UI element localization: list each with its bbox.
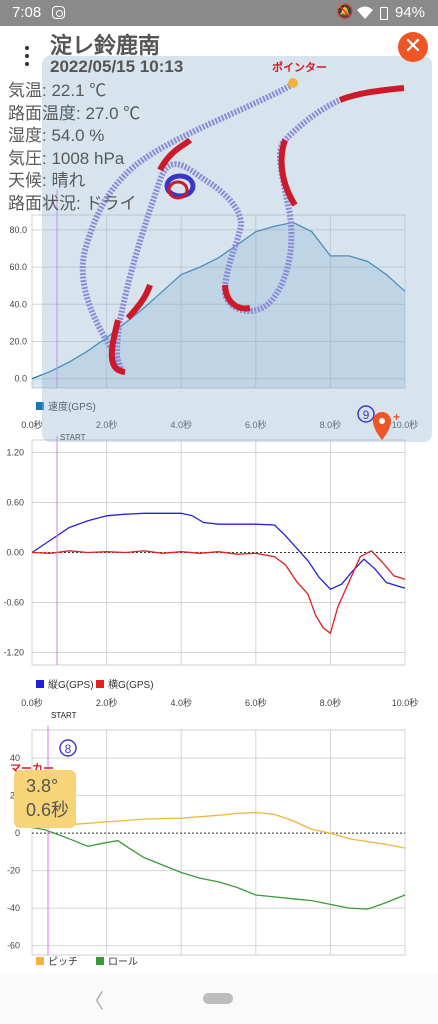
y-tick-label: -40 [7,903,20,913]
legend-swatch [36,957,44,965]
series-line [31,811,406,849]
back-icon[interactable]: 〈 [84,989,104,1013]
series-line [31,549,406,635]
status-time: 7:08 [12,4,42,21]
y-tick-label: -0.60 [3,598,24,608]
pointer-dot[interactable] [288,78,298,88]
add-plus-icon: + [393,410,400,424]
plot-frame [31,729,406,956]
y-tick-label: -60 [7,941,20,951]
track-path-red [222,284,251,312]
track-loop [164,173,196,199]
legend-swatch [36,402,44,410]
start-label: START [51,711,77,720]
x-tick-label: 6.0秒 [245,697,267,708]
track-path-red [125,283,153,320]
x-tick-label: 4.0秒 [170,697,192,708]
track-map-overlay[interactable] [42,56,432,442]
location-pin-icon[interactable] [373,412,391,440]
series-line [31,512,406,590]
mute-bell-icon: 🔕 [336,4,354,20]
road-condition: 路面状況: ドライ [8,193,137,213]
speed-chart: 0.0秒 2.0秒 4.0秒 6.0秒 8.0秒 10.0秒 0.0 20.0 40.0 60.0… [9,190,418,430]
x-tick-label: 4.0秒 [170,419,192,430]
air-temperature: 気温: 22.1 ℃ [8,81,107,100]
y-tick-label: 40 [10,753,20,763]
y-tick-label: 0.00 [6,548,24,558]
menu-button[interactable] [20,45,34,67]
y-tick-label: 0 [15,828,20,838]
track-path-red [108,319,126,375]
battery-percent: 94% [395,4,426,21]
x-tick-label: 0.0秒 [21,697,43,708]
track-path-blue [79,83,342,375]
series-line [31,221,406,380]
instagram-icon [52,6,65,19]
y-tick-label: 40.0 [9,299,27,309]
y-tick-label: 0.60 [6,498,24,508]
location-pin-dot [379,418,385,424]
start-label: START [60,433,86,442]
battery-icon [380,7,388,20]
legend-swatch [96,680,104,688]
y-tick-label: -20 [7,866,20,876]
y-tick-label: 60.0 [9,262,27,272]
y-tick-label: 0.0 [14,374,27,384]
series-line [31,826,406,910]
marker-time: 0.6秒 [26,800,70,820]
track-path-red [338,85,405,103]
marker-readout[interactable]: 3.8° 0.6秒 [14,770,76,828]
x-tick-label: 8.0秒 [320,697,342,708]
badge-8-icon [59,739,77,757]
pointer-label: ポインター [272,62,327,74]
track-loop-red [167,180,189,200]
x-tick-label: 6.0秒 [245,419,267,430]
track-path-red [157,137,193,172]
weather-info: 気温: 22.1 ℃ 路面温度: 27.0 ℃ 湿度: 54.0 % 気圧: 1… [8,80,140,215]
pressure: 気圧: 1008 hPa [8,148,125,168]
y-tick-label: -1.20 [3,648,24,658]
wifi-icon [357,6,373,19]
session-datetime: 2022/05/15 10:13 [50,57,184,76]
x-tick-label: 2.0秒 [96,697,118,708]
humidity: 湿度: 54.0 % [8,126,105,145]
legend-swatch [36,680,44,688]
y-tick-label: 20.0 [9,336,27,346]
badge-9: 9 [363,408,370,422]
y-tick-label: 80.0 [9,225,27,235]
g-force-chart: 0.0秒 2.0秒 4.0秒 6.0秒 8.0秒 10.0秒 1.20 0.60 0.00 -0.… [3,433,418,708]
legend-label: 速度(GPS) [48,400,96,413]
x-tick-label: 0.0秒 [21,419,43,430]
x-tick-label: 10.0秒 [392,697,419,708]
status-bar: 7:08 🔕 94% [0,0,438,26]
legend-label: 横G(GPS) [108,678,154,691]
track-map: 9 + [79,78,405,440]
x-tick-label: 2.0秒 [96,419,118,430]
navigation-bar: 〈 [0,975,438,1024]
weather-condition: 天候: 晴れ [8,171,86,190]
charts-canvas: 0.0秒 2.0秒 4.0秒 6.0秒 8.0秒 10.0秒 0.0 20.0 40.0 60.0… [3,190,418,968]
x-tick-label: 10.0秒 [392,419,419,430]
marker-angle: 3.8° [26,776,59,796]
x-tick-label: 8.0秒 [320,419,342,430]
road-temperature: 路面温度: 27.0 ℃ [8,103,141,123]
track-path-red [278,139,298,207]
series-area [32,222,405,388]
legend-swatch [96,957,104,965]
legend-label: 縦G(GPS) [48,678,94,691]
badge-8: 8 [65,742,72,756]
legend-label: ピッチ [48,956,78,968]
close-button[interactable]: ✕ [398,32,428,62]
page-title: 淀レ鈴鹿南 [50,33,161,58]
home-pill[interactable] [203,993,233,1004]
legend-label: ロール [108,957,138,968]
y-tick-label: 1.20 [6,448,24,458]
badge-9-icon [357,405,375,423]
